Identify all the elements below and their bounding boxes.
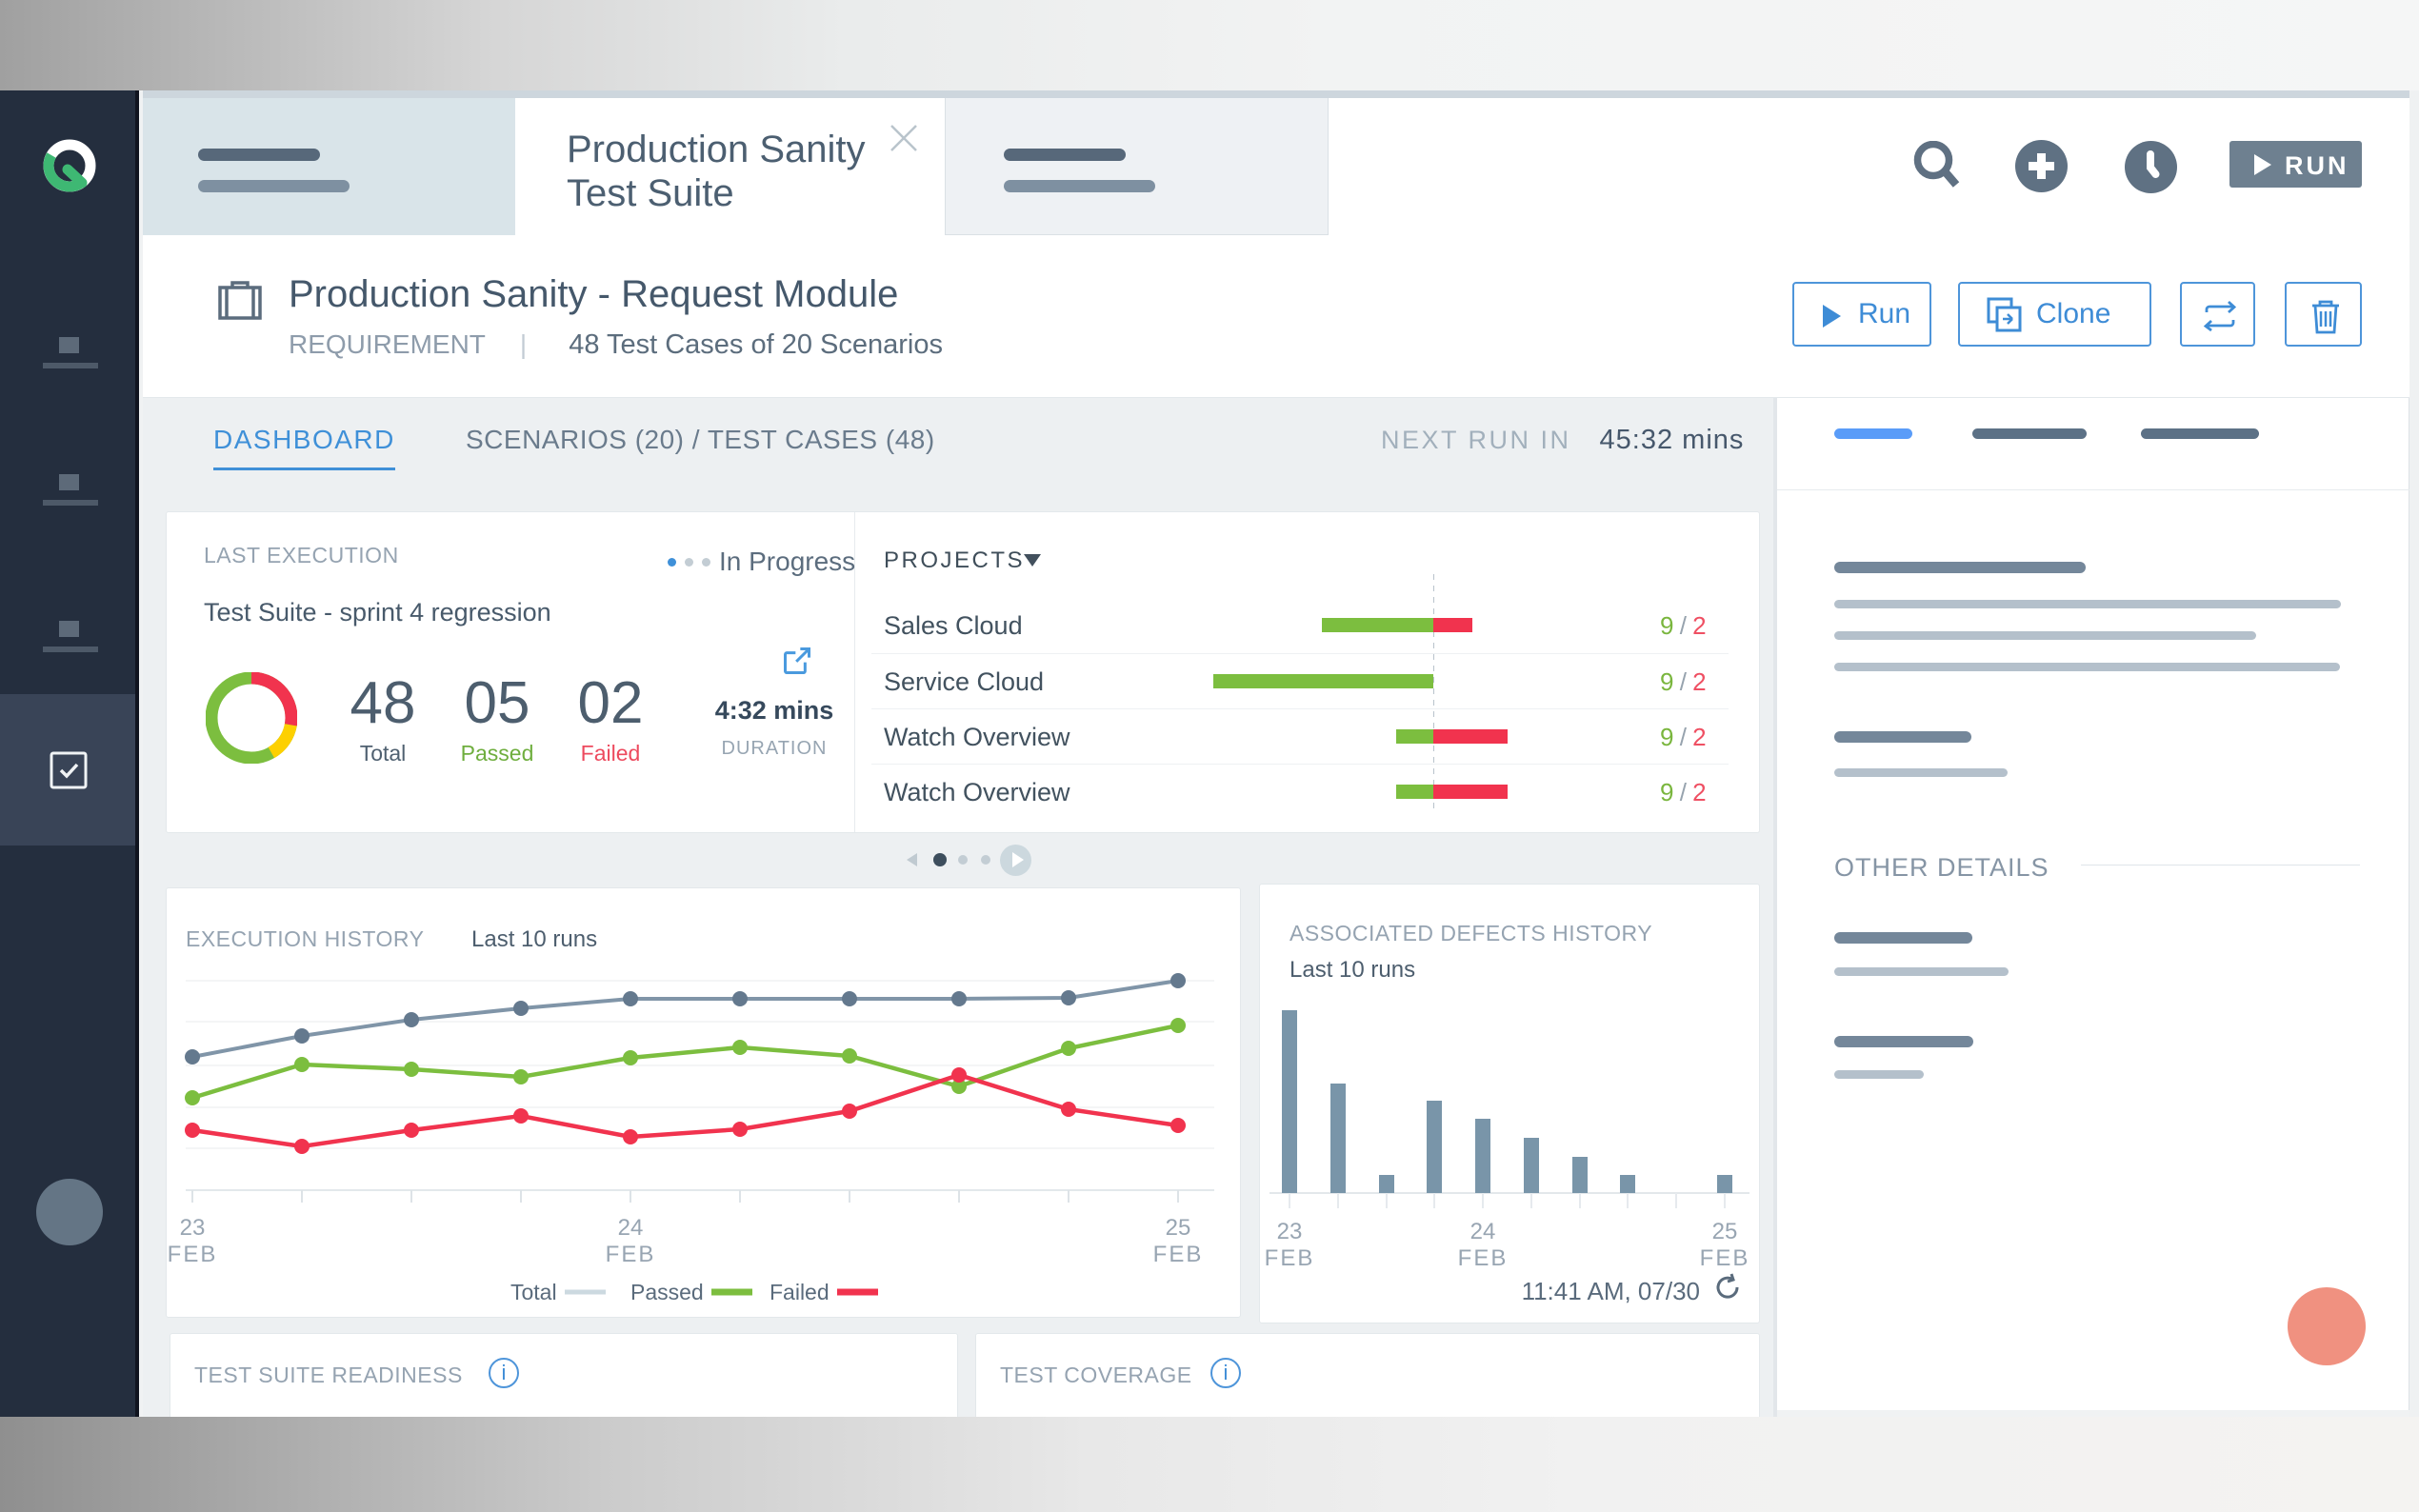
svg-text:Failed: Failed [770, 1280, 830, 1304]
svg-text:25: 25 [1166, 1215, 1191, 1241]
svg-text:FEB: FEB [1458, 1245, 1509, 1271]
svg-text:24: 24 [1470, 1219, 1496, 1244]
svg-text:23: 23 [180, 1215, 206, 1241]
svg-text:24: 24 [618, 1215, 644, 1241]
svg-text:FEB: FEB [168, 1242, 218, 1267]
svg-text:FEB: FEB [1265, 1245, 1315, 1271]
svg-text:Passed: Passed [630, 1280, 704, 1304]
svg-text:Total: Total [510, 1280, 557, 1304]
svg-text:FEB: FEB [606, 1242, 656, 1267]
svg-text:23: 23 [1277, 1219, 1303, 1244]
svg-text:FEB: FEB [1700, 1245, 1750, 1271]
svg-text:FEB: FEB [1153, 1242, 1204, 1267]
svg-text:25: 25 [1712, 1219, 1738, 1244]
